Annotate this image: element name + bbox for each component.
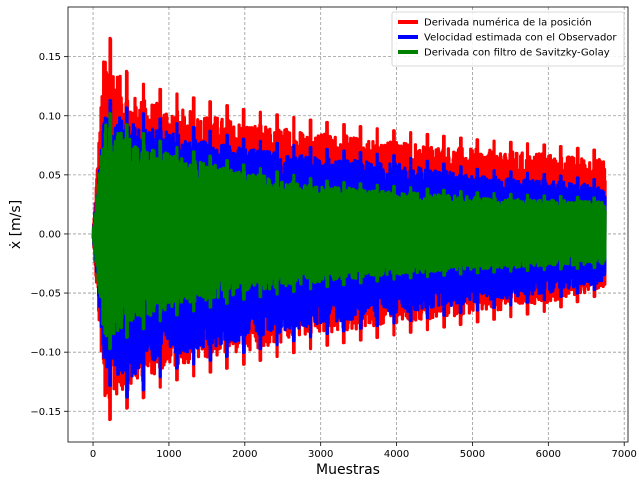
series-line-3	[91, 111, 607, 351]
x-tick-label: 7000	[611, 449, 636, 460]
plot-area	[91, 36, 607, 422]
axes-frame	[67, 6, 629, 443]
x-tick-label: 6000	[536, 449, 561, 460]
y-tick-label: −0.10	[30, 348, 61, 359]
y-tick-label: 0.00	[39, 229, 61, 240]
x-tick-label: 5000	[460, 449, 485, 460]
x-tick-label: 1000	[156, 449, 181, 460]
y-axis: −0.15 −0.10 −0.05 0.00 0.05 0.10 0.15	[30, 52, 68, 418]
y-tick-label: −0.05	[30, 289, 61, 300]
x-axis: 0 1000 2000 3000 4000 5000 6000 7000	[90, 442, 637, 460]
legend-entry-label: Velocidad estimada con el Observador	[424, 33, 617, 44]
y-tick-label: 0.05	[39, 170, 61, 181]
legend-entry-label: Derivada numérica de la posición	[424, 17, 592, 29]
x-axis-label: Muestras	[316, 462, 380, 478]
x-tick-label: 2000	[232, 449, 257, 460]
y-axis-label: ẋ [m/s]	[8, 200, 24, 249]
legend-box	[391, 11, 625, 67]
y-tick-label: 0.15	[39, 52, 61, 63]
y-tick-label: 0.10	[39, 111, 61, 122]
y-tick-label: −0.15	[30, 407, 61, 418]
x-tick-label: 3000	[308, 449, 333, 460]
legend-entry-label: Derivada con filtro de Savitzky-Golay	[424, 48, 610, 59]
x-tick-label: 4000	[384, 449, 409, 460]
legend: Derivada numérica de la posición Velocida…	[391, 11, 625, 67]
x-tick-label: 0	[90, 449, 96, 460]
